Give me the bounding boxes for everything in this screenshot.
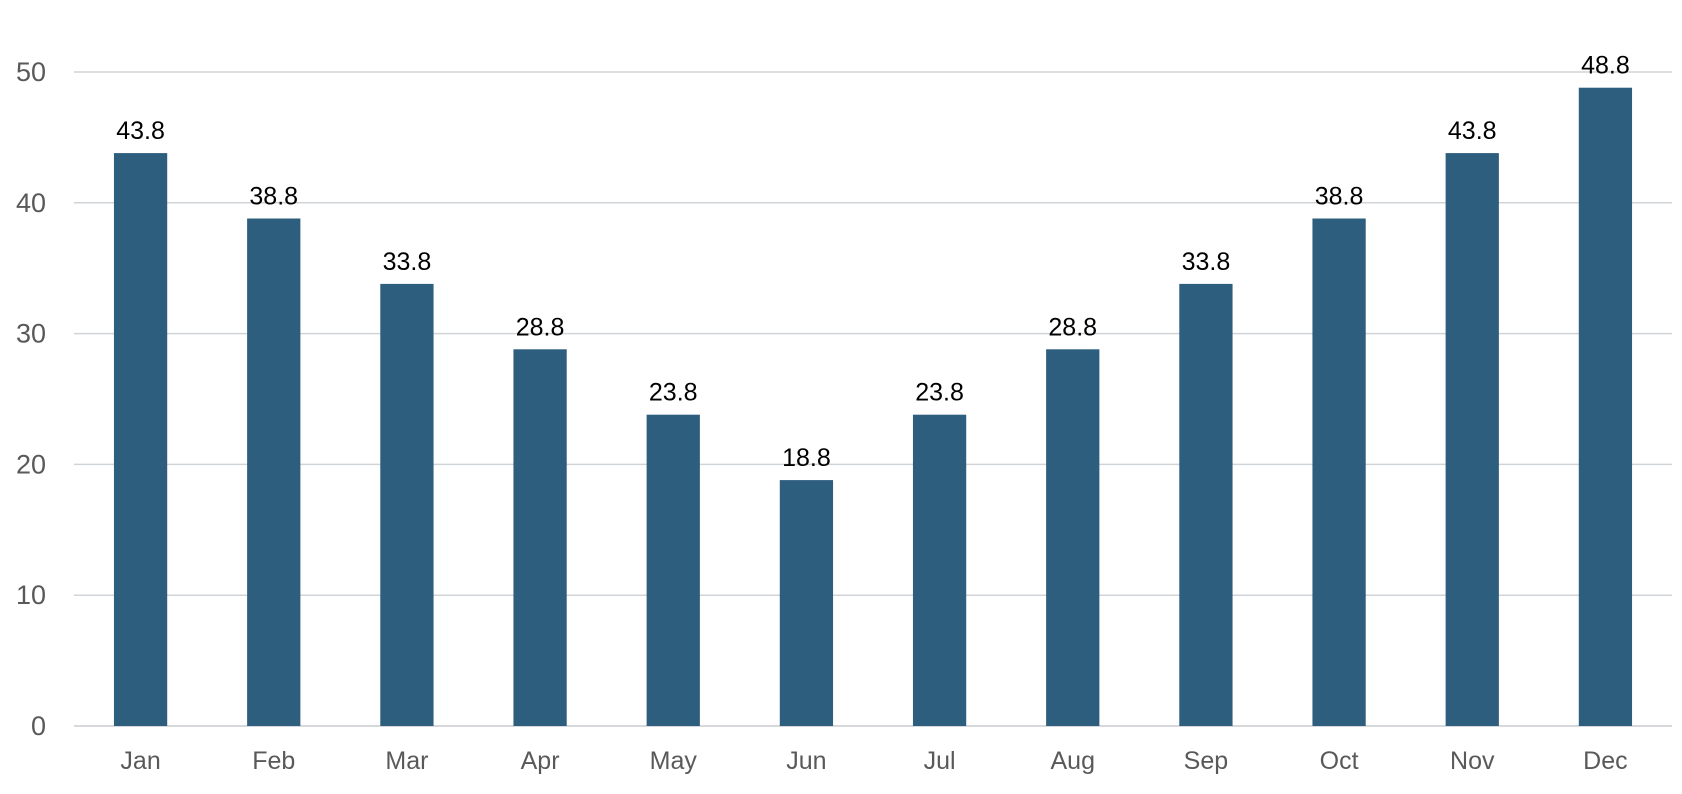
x-tick-label: Aug (1051, 747, 1095, 775)
bar-layer (113, 87, 1633, 727)
bar-feb (247, 218, 301, 726)
bar-jul (912, 414, 967, 726)
data-label: 48.8 (1581, 52, 1630, 80)
y-tick-label: 0 (31, 711, 46, 741)
x-tick-label: Jun (786, 747, 826, 775)
x-axis: Jan Feb Mar Apr May Jun Jul Aug Sep Oct Nov Dec (120, 747, 1627, 775)
x-tick-label: Mar (385, 747, 428, 775)
bar-nov (1445, 153, 1499, 726)
bar-sep (1179, 283, 1233, 726)
data-label-layer: 43.8 38.8 33.8 28.8 23.8 18.8 23.8 28.8 33.8 38.8… (116, 52, 1630, 472)
data-label: 23.8 (915, 379, 964, 407)
x-tick-label: Feb (252, 747, 295, 775)
bar-aug (1046, 349, 1100, 726)
data-label: 28.8 (516, 313, 565, 341)
data-label: 18.8 (782, 444, 831, 472)
bar-oct (1312, 218, 1366, 726)
y-tick-label: 30 (16, 319, 46, 349)
bar-apr (513, 349, 567, 726)
data-label: 33.8 (383, 248, 432, 276)
x-tick-label: Sep (1184, 747, 1228, 775)
x-tick-label: Apr (521, 747, 560, 775)
y-axis: 0 10 20 30 40 50 (16, 57, 46, 741)
y-tick-label: 50 (16, 57, 46, 87)
grid-layer (74, 71, 1672, 727)
x-tick-label: Dec (1583, 747, 1627, 775)
bar-jun (779, 480, 834, 726)
data-label: 43.8 (116, 117, 165, 145)
x-tick-label: Nov (1450, 747, 1495, 775)
x-tick-label: May (650, 747, 698, 775)
data-label: 33.8 (1182, 248, 1231, 276)
bar-jan (113, 153, 168, 726)
y-tick-label: 10 (16, 580, 46, 610)
data-label: 38.8 (249, 182, 298, 210)
data-label: 23.8 (649, 379, 698, 407)
bar-mar (380, 283, 434, 726)
y-tick-label: 40 (16, 188, 46, 218)
data-label: 28.8 (1048, 313, 1097, 341)
bar-dec (1578, 87, 1633, 727)
bar-may (646, 414, 700, 726)
x-tick-label: Jan (120, 747, 160, 775)
data-label: 43.8 (1448, 117, 1497, 145)
x-tick-label: Jul (924, 747, 956, 775)
y-tick-label: 20 (16, 449, 46, 479)
x-tick-label: Oct (1320, 747, 1359, 775)
data-label: 38.8 (1315, 182, 1364, 210)
